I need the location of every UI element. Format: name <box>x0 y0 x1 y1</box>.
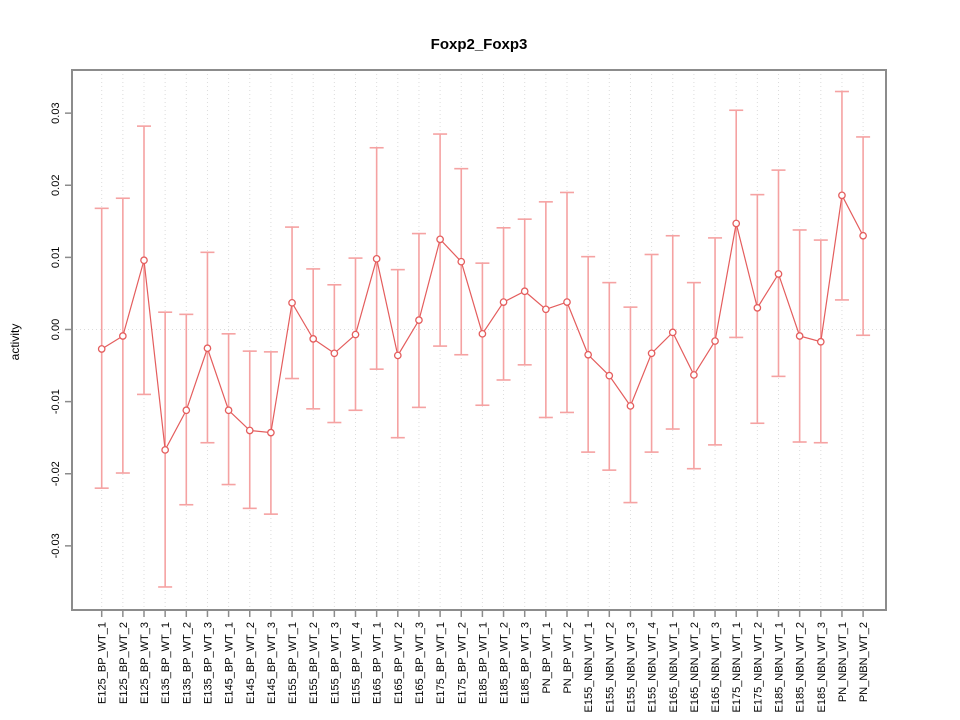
data-point <box>140 256 148 265</box>
data-point <box>711 337 719 345</box>
plot-frame <box>71 69 887 611</box>
y-tick-label: 0.02 <box>50 175 62 196</box>
x-tick-label: PN_BP_WT_2 <box>562 622 574 694</box>
x-tick-label: E135_BP_WT_1 <box>160 622 172 704</box>
data-point <box>309 335 318 343</box>
x-tick-label: E135_BP_WT_2 <box>181 622 193 704</box>
data-point <box>795 332 804 340</box>
data-point <box>520 287 529 296</box>
x-tick-label: E165_BP_WT_2 <box>393 622 405 704</box>
x-tick-label: E175_NBN_WT_2 <box>752 622 764 713</box>
x-tick-label: E185_BP_WT_2 <box>499 622 511 704</box>
x-tick-label: E155_BP_WT_3 <box>329 622 341 704</box>
data-point <box>372 254 381 263</box>
data-point <box>668 328 677 337</box>
data-point <box>732 219 741 228</box>
x-tick-label: E165_BP_WT_1 <box>372 622 384 704</box>
x-tick-label: E155_BP_WT_4 <box>351 622 363 704</box>
data-point <box>351 330 360 339</box>
data-point <box>563 298 571 306</box>
y-tick-label: 0.03 <box>50 102 62 123</box>
x-tick-label: E185_NBN_WT_3 <box>816 622 828 713</box>
data-point <box>478 329 487 338</box>
x-tick-label: E125_BP_WT_1 <box>97 622 109 704</box>
x-tick-label: E155_NBN_WT_2 <box>604 622 616 713</box>
x-tick-label: E125_BP_WT_3 <box>139 622 151 704</box>
data-point <box>626 402 635 410</box>
x-tick-label: E175_NBN_WT_1 <box>731 622 743 713</box>
x-tick-label: E165_NBN_WT_1 <box>668 622 680 713</box>
data-point <box>605 371 614 380</box>
data-point <box>584 350 593 359</box>
data-point <box>541 305 550 314</box>
data-point <box>753 304 762 312</box>
data-point <box>690 371 698 379</box>
data-point <box>816 337 825 346</box>
x-tick-label: E165_NBN_WT_2 <box>689 622 701 713</box>
data-point <box>499 298 508 306</box>
data-point <box>393 351 402 360</box>
y-tick-label: -0.03 <box>50 533 62 558</box>
data-point <box>119 332 127 340</box>
y-tick-label: 0.01 <box>50 247 62 268</box>
y-tick-label: 0.00 <box>50 319 62 340</box>
data-point <box>97 345 106 353</box>
data-point <box>203 344 212 353</box>
data-point <box>245 426 254 435</box>
data-point <box>288 298 296 307</box>
x-tick-label: PN_NBN_WT_2 <box>858 622 870 702</box>
x-tick-label: E155_BP_WT_2 <box>308 622 320 704</box>
x-tick-label: E165_NBN_WT_3 <box>710 622 722 713</box>
y-tick-label: -0.02 <box>50 461 62 486</box>
x-tick-label: E185_BP_WT_1 <box>477 622 489 704</box>
x-tick-label: E145_BP_WT_1 <box>224 622 236 704</box>
x-tick-label: E135_BP_WT_3 <box>202 622 214 704</box>
x-tick-label: E155_NBN_WT_3 <box>625 622 637 713</box>
x-tick-label: PN_NBN_WT_1 <box>837 622 849 702</box>
x-tick-label: E175_BP_WT_2 <box>456 622 468 704</box>
chart-title: Foxp2_Foxp3 <box>430 36 528 53</box>
x-tick-label: E155_NBN_WT_4 <box>647 622 659 713</box>
y-tick-label: -0.01 <box>50 389 62 414</box>
x-tick-label: E175_BP_WT_1 <box>435 622 447 704</box>
data-point <box>330 349 339 358</box>
x-tick-label: E155_NBN_WT_1 <box>583 622 595 713</box>
x-tick-label: E155_BP_WT_1 <box>287 622 299 704</box>
data-point <box>415 316 423 324</box>
data-point <box>182 406 191 415</box>
x-tick-label: E145_BP_WT_3 <box>266 622 278 704</box>
x-tick-label: PN_BP_WT_1 <box>541 622 553 694</box>
data-point <box>774 270 783 278</box>
data-point <box>859 231 867 240</box>
x-tick-label: E185_NBN_WT_2 <box>795 622 807 713</box>
x-tick-label: E185_BP_WT_3 <box>520 622 532 704</box>
x-tick-label: E145_BP_WT_2 <box>245 622 257 704</box>
data-point <box>457 257 466 266</box>
data-point <box>838 191 846 200</box>
data-point <box>267 428 275 437</box>
data-point <box>224 406 233 415</box>
data-point <box>647 349 656 358</box>
data-point <box>161 446 169 454</box>
data-point <box>436 235 444 244</box>
x-tick-label: E125_BP_WT_2 <box>118 622 130 704</box>
x-tick-label: E165_BP_WT_3 <box>414 622 426 704</box>
x-tick-label: E185_NBN_WT_1 <box>774 622 786 713</box>
